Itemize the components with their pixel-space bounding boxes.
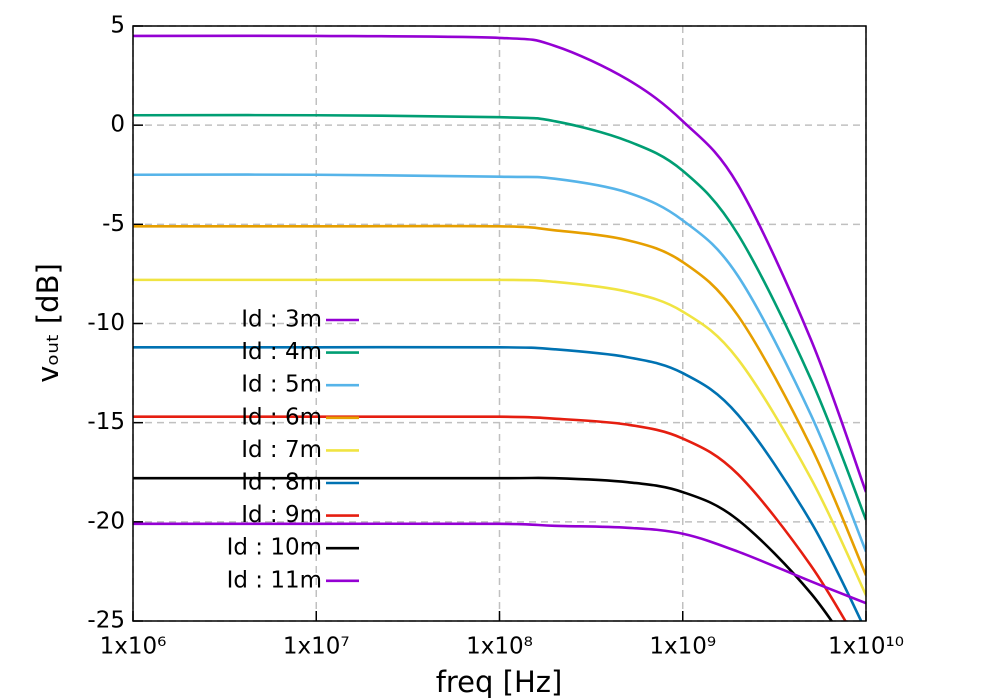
legend-label: Id : 3m: [241, 307, 322, 333]
y-tick-label: -15: [87, 409, 125, 435]
x-tick-label: 1x10⁷: [283, 634, 350, 660]
legend-label: Id : 8m: [241, 470, 322, 496]
legend-label: Id : 5m: [241, 372, 322, 398]
series-line: [133, 278, 866, 596]
legend-label: Id : 9m: [241, 502, 322, 528]
y-tick-label: -5: [102, 211, 125, 237]
x-axis-label: freq [Hz]: [436, 665, 563, 699]
series-line: [133, 345, 863, 621]
x-tick-label: 1x10⁸: [466, 634, 533, 660]
series-line: [133, 476, 834, 621]
y-tick-label: 5: [110, 13, 125, 39]
x-tick-label: 1x10⁶: [100, 634, 167, 660]
series-line: [133, 34, 866, 493]
series-line: [133, 522, 866, 605]
y-tick-label: -20: [87, 508, 125, 534]
legend-label: Id : 10m: [227, 535, 322, 561]
legend-label: Id : 11m: [227, 567, 322, 593]
legend-label: Id : 6m: [241, 404, 322, 430]
y-tick-label: 0: [110, 112, 125, 138]
series-line: [133, 415, 847, 621]
series-line: [133, 173, 866, 553]
y-tick-label: -25: [87, 608, 125, 634]
x-tick-label: 1x10¹⁰: [828, 634, 904, 660]
plot-frame: [132, 25, 867, 622]
x-tick-label: 1x10⁹: [649, 634, 716, 660]
legend-label: Id : 7m: [241, 437, 322, 463]
y-tick-label: -10: [87, 310, 125, 336]
lines: [133, 34, 866, 621]
series-line: [133, 113, 866, 521]
legend-label: Id : 4m: [241, 339, 322, 365]
series-line: [133, 224, 866, 576]
y-axis-label: vₒᵤₜ [dB]: [31, 263, 65, 383]
